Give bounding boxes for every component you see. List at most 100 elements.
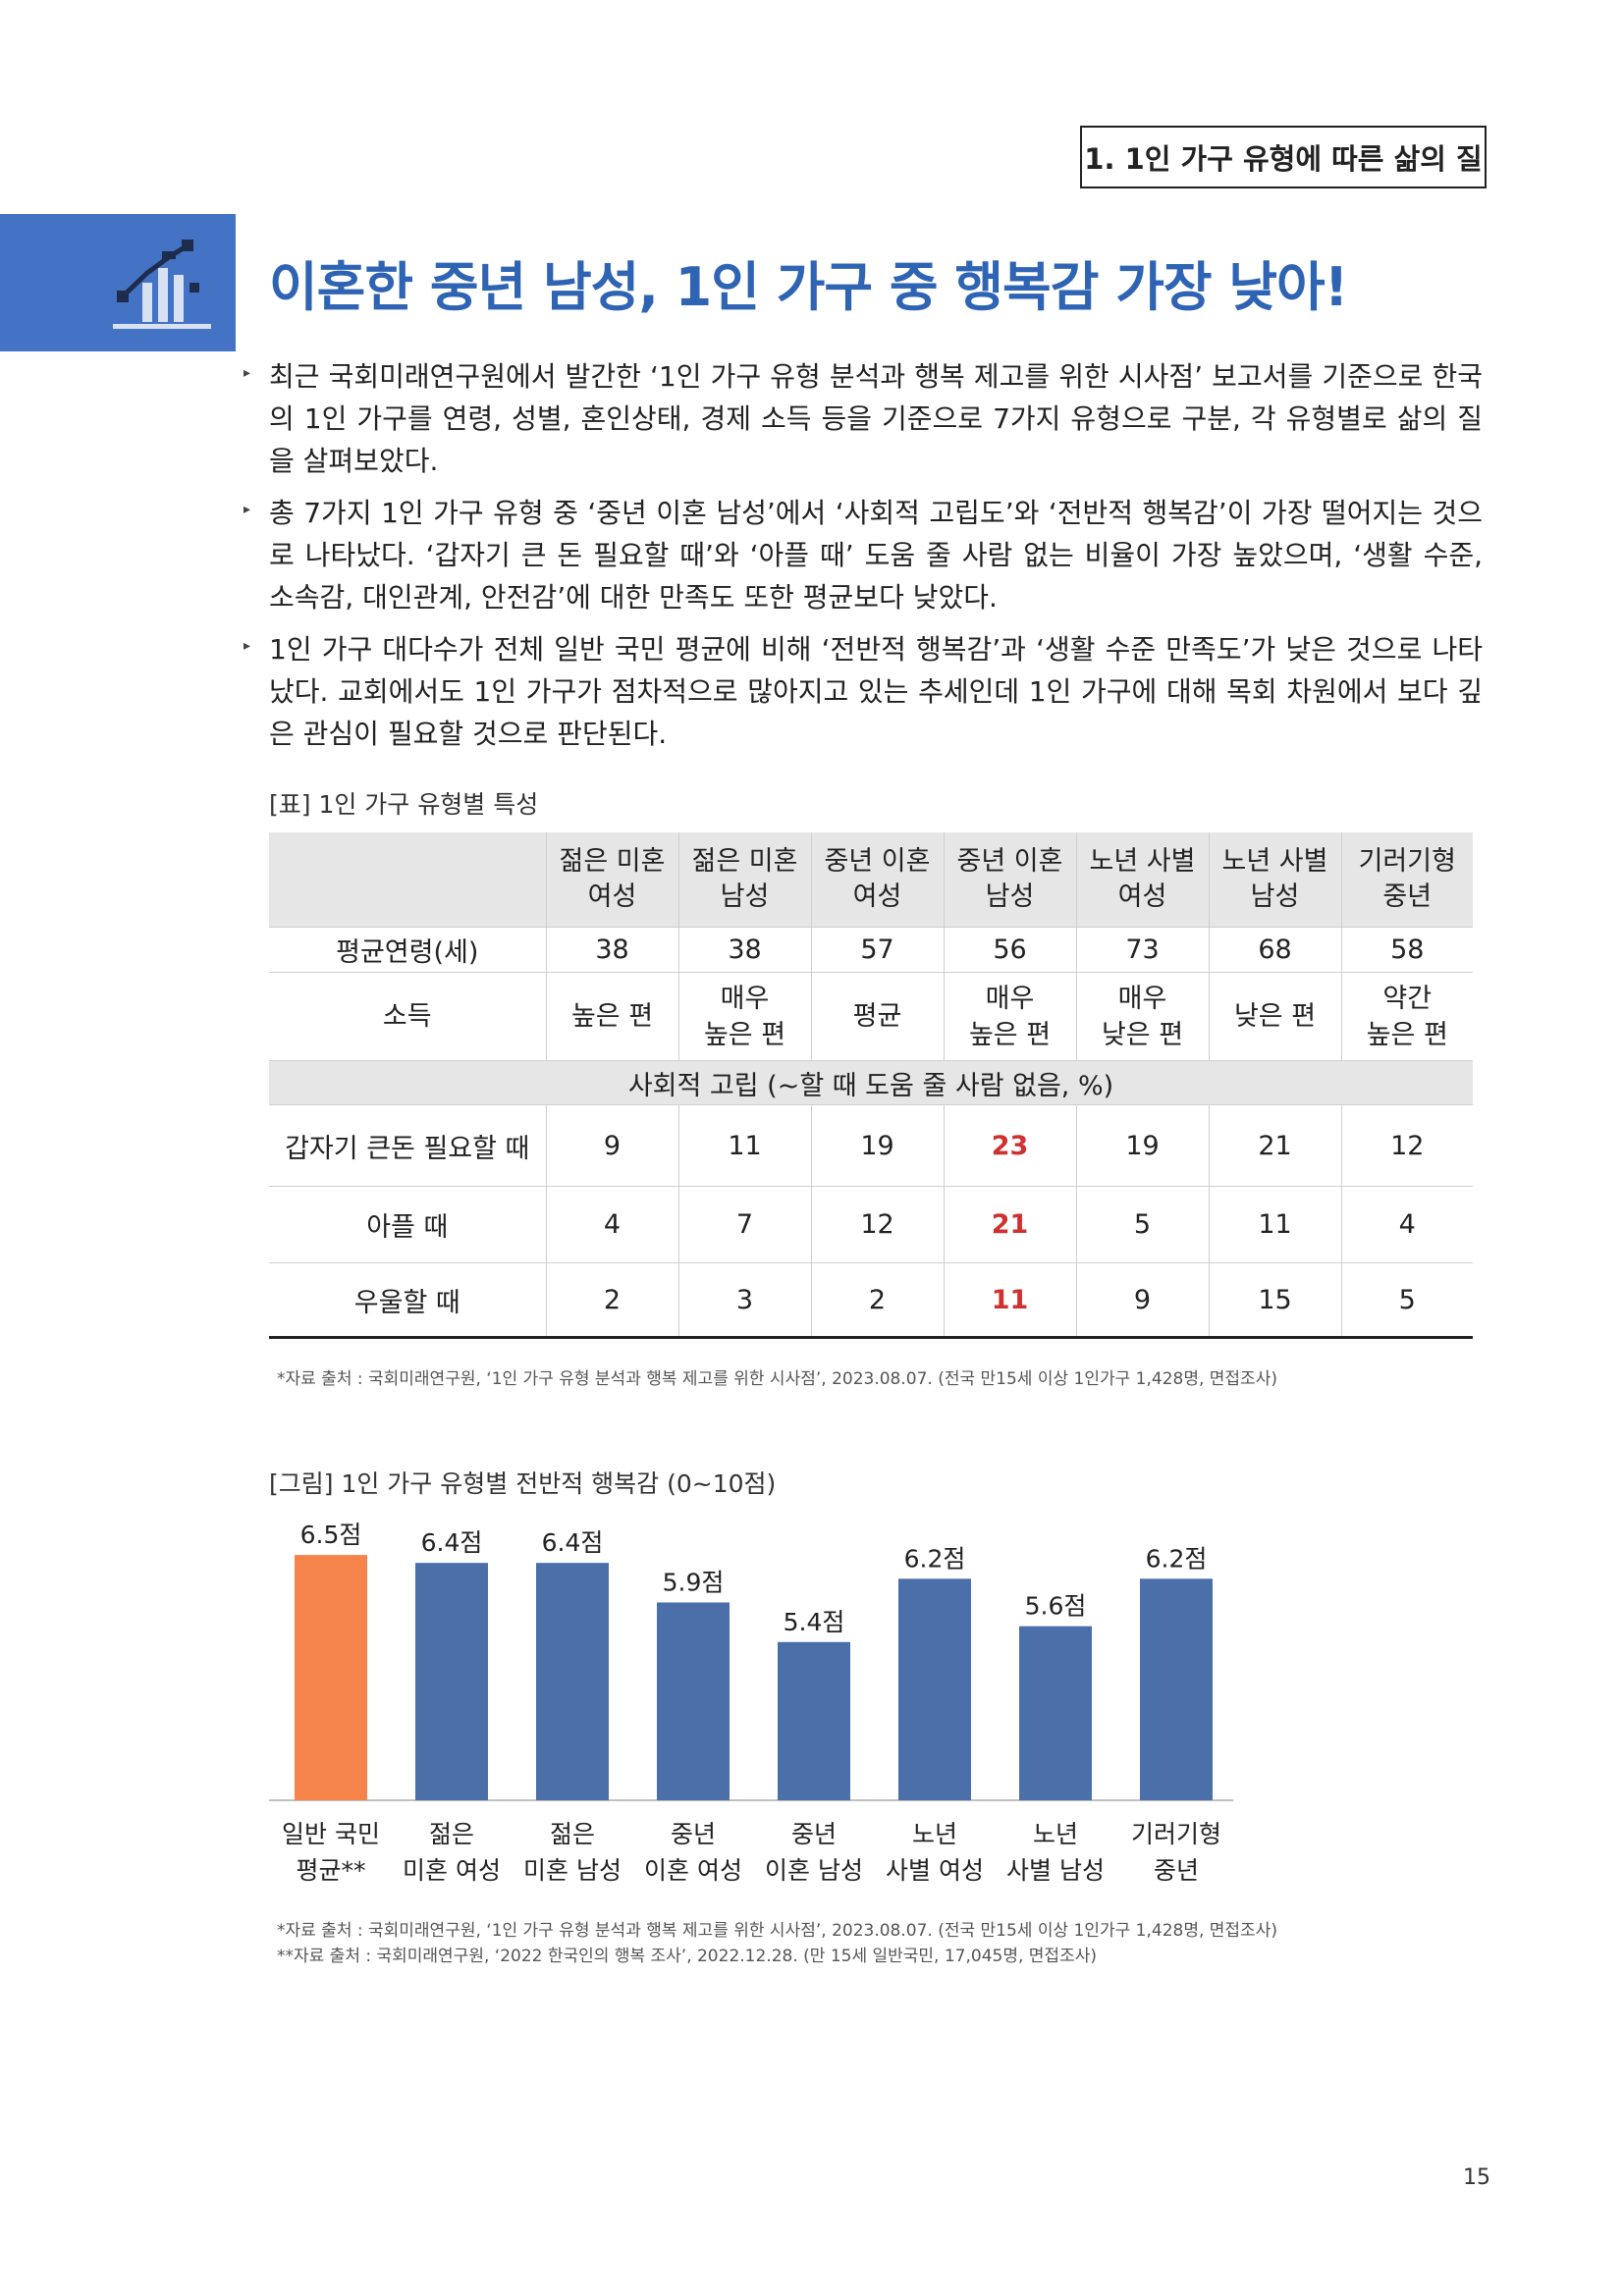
table-cell: 5 bbox=[1075, 1186, 1209, 1263]
category-label: 중년 bbox=[671, 1820, 716, 1848]
row-label: 우울할 때 bbox=[269, 1262, 546, 1338]
bar bbox=[536, 1563, 609, 1800]
table-cell-highlight: 23 bbox=[943, 1104, 1076, 1187]
bullet-list: ▸ 최근 국회미래연구원에서 발간한 ‘1인 가구 유형 분석과 행복 제고를 … bbox=[243, 355, 1483, 765]
column-header: 젊은 미혼 여성 bbox=[545, 832, 678, 928]
table-cell: 68 bbox=[1208, 927, 1341, 973]
category-label: 사별 여성 bbox=[886, 1856, 984, 1885]
bar-value-label: 6.2점 bbox=[904, 1544, 966, 1573]
title-band bbox=[0, 214, 236, 351]
category-label: 미혼 여성 bbox=[403, 1856, 501, 1885]
bullet-text: 최근 국회미래연구원에서 발간한 ‘1인 가구 유형 분석과 행복 제고를 위한… bbox=[269, 360, 1483, 477]
chart-source-note: **자료 출처 : 국회미래연구원, ‘2022 한국인의 행복 조사’, 20… bbox=[277, 1947, 1097, 1966]
table-cell: 9 bbox=[1075, 1262, 1209, 1338]
table-cell: 7 bbox=[677, 1186, 811, 1263]
category-label: 중년 bbox=[1154, 1856, 1199, 1885]
table-cell: 11 bbox=[1208, 1186, 1341, 1263]
bar-value-label: 5.9점 bbox=[663, 1568, 725, 1596]
section-tag: 1. 1인 가구 유형에 따른 삶의 질 bbox=[1080, 126, 1487, 188]
table-cell: 낮은 편 bbox=[1208, 972, 1341, 1061]
table-row-income: 소득 높은 편 매우 높은 편 평균 매우 높은 편 매우 낮은 편 낮은 편 약간 높… bbox=[269, 972, 1473, 1061]
page-number: 15 bbox=[1463, 2165, 1490, 2190]
table-cell: 높은 편 bbox=[545, 972, 678, 1061]
bar-value-label: 6.4점 bbox=[421, 1528, 483, 1557]
category-label: 젊은 bbox=[429, 1820, 474, 1848]
category-label: 중년 bbox=[791, 1820, 837, 1848]
table-cell: 38 bbox=[677, 927, 811, 973]
table-cell: 11 bbox=[677, 1104, 811, 1187]
column-header: 중년 이혼 남성 bbox=[943, 832, 1076, 928]
triangle-bullet-icon: ▸ bbox=[243, 365, 251, 381]
table-cell: 약간 높은 편 bbox=[1340, 972, 1473, 1061]
chart-graphic-icon bbox=[113, 240, 211, 329]
bar-value-label: 5.6점 bbox=[1025, 1592, 1087, 1621]
category-label: 노년 bbox=[1033, 1820, 1078, 1848]
category-label: 이혼 여성 bbox=[644, 1856, 742, 1885]
bar bbox=[657, 1602, 730, 1800]
row-label: 평균연령(세) bbox=[269, 927, 546, 973]
bar bbox=[1140, 1578, 1213, 1800]
category-label: 기러기형 bbox=[1131, 1820, 1221, 1848]
table-cell: 73 bbox=[1075, 927, 1209, 973]
table-cell: 4 bbox=[1340, 1186, 1473, 1263]
table-cell: 21 bbox=[1208, 1104, 1341, 1187]
bullet-text: 총 7가지 1인 가구 유형 중 ‘중년 이혼 남성’에서 ‘사회적 고립도’와… bbox=[269, 497, 1483, 614]
table-cell: 3 bbox=[677, 1262, 811, 1338]
table-cell: 9 bbox=[545, 1104, 678, 1187]
bar bbox=[898, 1578, 971, 1800]
bar-value-label: 6.4점 bbox=[542, 1528, 604, 1557]
category-label: 미혼 남성 bbox=[523, 1856, 622, 1885]
table-header-row: 젊은 미혼 여성 젊은 미혼 남성 중년 이혼 여성 중년 이혼 남성 노년 사별 여성 … bbox=[269, 832, 1473, 928]
column-header: 노년 사별 남성 bbox=[1208, 832, 1341, 928]
row-label: 소득 bbox=[269, 972, 546, 1061]
table-row-age: 평균연령(세) 38 38 57 56 73 68 58 bbox=[269, 927, 1473, 973]
triangle-bullet-icon: ▸ bbox=[243, 638, 251, 654]
category-label: 사별 남성 bbox=[1006, 1856, 1105, 1885]
table-cell: 평균 bbox=[810, 972, 944, 1061]
bar-value-label: 6.2점 bbox=[1146, 1544, 1208, 1573]
column-header: 중년 이혼 여성 bbox=[810, 832, 944, 928]
table-cell: 57 bbox=[810, 927, 944, 973]
table-cell: 58 bbox=[1340, 927, 1473, 973]
bullet-item: ▸ 총 7가지 1인 가구 유형 중 ‘중년 이혼 남성’에서 ‘사회적 고립도… bbox=[243, 492, 1483, 618]
main-title: 이혼한 중년 남성, 1인 가구 중 행복감 가장 낮아! bbox=[269, 256, 1348, 318]
column-header: 젊은 미혼 남성 bbox=[677, 832, 811, 928]
table-cell-highlight: 11 bbox=[943, 1262, 1076, 1338]
bullet-text: 1인 가구 대다수가 전체 일반 국민 평균에 비해 ‘전반적 행복감’과 ‘생… bbox=[269, 633, 1483, 750]
table-row-isolation: 아플 때 4 7 12 21 5 11 4 bbox=[269, 1186, 1473, 1263]
category-label: 젊은 bbox=[550, 1820, 595, 1848]
table-cell: 56 bbox=[943, 927, 1076, 973]
table-caption: [표] 1인 가구 유형별 특성 bbox=[269, 790, 539, 819]
table-cell: 12 bbox=[810, 1186, 944, 1263]
household-type-table: 젊은 미혼 여성 젊은 미혼 남성 중년 이혼 여성 중년 이혼 남성 노년 사별 여성 … bbox=[269, 832, 1473, 1339]
bar bbox=[1019, 1626, 1092, 1800]
table-cell-highlight: 21 bbox=[943, 1186, 1076, 1263]
table-cell: 매우 높은 편 bbox=[677, 972, 811, 1061]
triangle-bullet-icon: ▸ bbox=[243, 502, 251, 517]
category-label: 이혼 남성 bbox=[765, 1856, 863, 1885]
row-label: 갑자기 큰돈 필요할 때 bbox=[269, 1104, 546, 1187]
table-group-header: 사회적 고립 (~할 때 도움 줄 사람 없음, %) bbox=[269, 1060, 1473, 1105]
bar bbox=[778, 1641, 850, 1800]
category-label: 일반 국민 bbox=[282, 1820, 380, 1848]
table-source-note: *자료 출처 : 국회미래연구원, ‘1인 가구 유형 분석과 행복 제고를 위… bbox=[277, 1369, 1277, 1389]
table-cell: 2 bbox=[810, 1262, 944, 1338]
bar-value-label: 6.5점 bbox=[300, 1521, 362, 1549]
table-cell: 12 bbox=[1340, 1104, 1473, 1187]
bar bbox=[295, 1555, 367, 1800]
table-cell: 매우 낮은 편 bbox=[1075, 972, 1209, 1061]
bar-value-label: 5.4점 bbox=[784, 1608, 845, 1636]
bullet-item: ▸ 1인 가구 대다수가 전체 일반 국민 평균에 비해 ‘전반적 행복감’과 … bbox=[243, 628, 1483, 755]
category-label: 평균** bbox=[296, 1856, 365, 1885]
chart-caption: [그림] 1인 가구 유형별 전반적 행복감 (0~10점) bbox=[269, 1469, 777, 1498]
column-header: 노년 사별 여성 bbox=[1075, 832, 1209, 928]
table-row-isolation: 갑자기 큰돈 필요할 때 9 11 19 23 19 21 12 bbox=[269, 1104, 1473, 1187]
table-corner-cell bbox=[269, 832, 546, 928]
bar bbox=[415, 1563, 488, 1800]
table-row-isolation: 우울할 때 2 3 2 11 9 15 5 bbox=[269, 1262, 1473, 1338]
table-cell: 2 bbox=[545, 1262, 678, 1338]
row-label: 아플 때 bbox=[269, 1186, 546, 1263]
table-cell: 5 bbox=[1340, 1262, 1473, 1338]
table-cell: 매우 높은 편 bbox=[943, 972, 1076, 1061]
chart-source-note: *자료 출처 : 국회미래연구원, ‘1인 가구 유형 분석과 행복 제고를 위… bbox=[277, 1921, 1277, 1941]
